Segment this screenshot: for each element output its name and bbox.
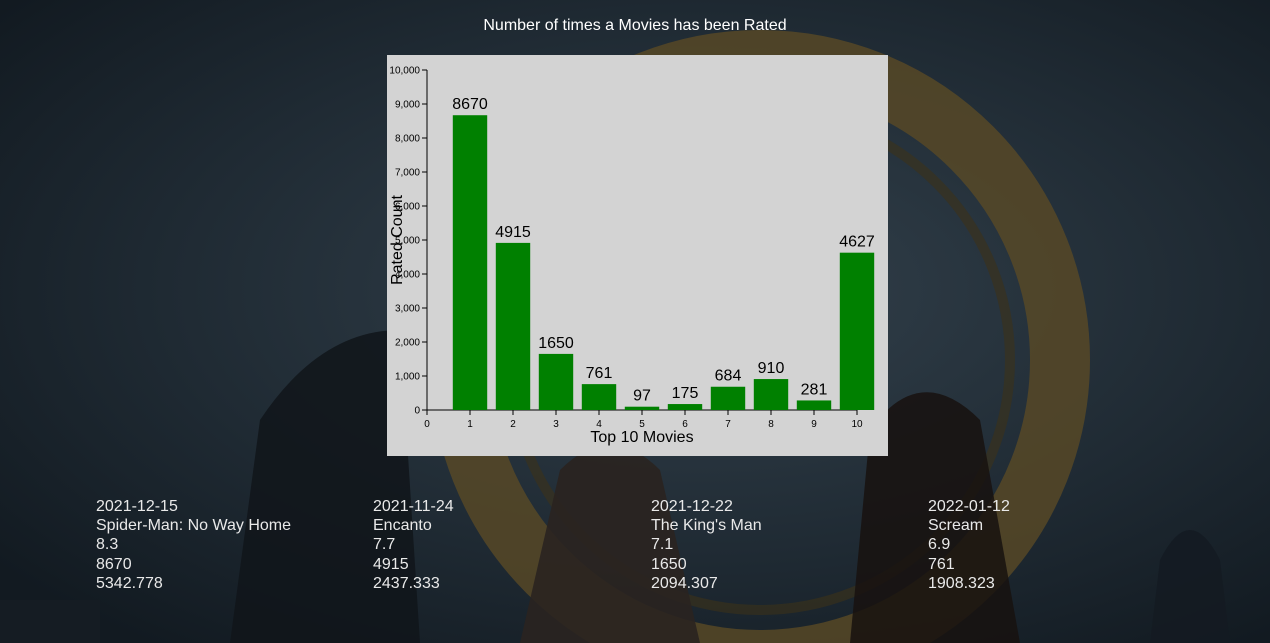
bar-1	[452, 115, 488, 410]
data-label-1: 8670	[452, 96, 488, 113]
data-label-5: 97	[633, 388, 651, 405]
y-tick-label: 5,000	[395, 236, 420, 247]
vote-average: 7.7	[373, 536, 396, 554]
data-label-4: 761	[586, 365, 613, 382]
x-tick-label: 7	[725, 419, 731, 430]
popularity: 2437.333	[373, 574, 440, 592]
data-label-2: 4915	[495, 224, 531, 241]
bar-8	[753, 379, 789, 410]
vote-count: 4915	[373, 555, 409, 573]
bar-chart: 0 1,000 2,000 3,000 4,000 5,000 6,000 7,000 8,00…	[387, 55, 888, 456]
movie-card-3: 2021-12-22 The King's Man 7.1 1650 2094.…	[651, 497, 891, 593]
y-tick-label: 9,000	[395, 100, 420, 111]
page-title: Number of times a Movies has been Rated	[483, 17, 787, 34]
bar-5	[624, 406, 660, 410]
y-tick-label: 0	[414, 406, 420, 417]
movie-title: The King's Man	[651, 517, 762, 535]
vote-average: 8.3	[96, 536, 119, 554]
x-tick-label: 9	[811, 419, 817, 430]
y-tick-label: 4,000	[395, 270, 420, 281]
release-date: 2021-11-24	[373, 498, 454, 515]
release-date: 2021-12-22	[651, 498, 733, 515]
movie-title: Encanto	[373, 517, 432, 535]
popularity: 2094.307	[651, 574, 718, 592]
x-tick-label: 0	[424, 419, 430, 430]
y-tick-label: 6,000	[395, 202, 420, 213]
x-tick-label: 2	[510, 419, 516, 430]
vote-average: 6.9	[928, 536, 951, 554]
bar-chart-svg: 0 1,000 2,000 3,000 4,000 5,000 6,000 7,000 8,00…	[389, 66, 875, 447]
data-label-6: 175	[672, 385, 699, 402]
movie-card-2: 2021-11-24 Encanto 7.7 4915 2437.333	[373, 497, 613, 593]
y-tick-label: 8,000	[395, 134, 420, 145]
y-tick-label: 2,000	[395, 338, 420, 349]
y-tick-label: 10,000	[389, 66, 420, 77]
data-label-7: 684	[715, 368, 742, 385]
bar-6	[667, 404, 703, 410]
x-tick-label: 4	[596, 419, 602, 430]
vote-count: 1650	[651, 555, 687, 573]
data-label-3: 1650	[538, 335, 574, 352]
x-tick-label: 8	[768, 419, 774, 430]
bar-9	[796, 400, 832, 410]
vote-count: 761	[928, 555, 955, 573]
popularity: 1908.323	[928, 574, 995, 592]
vote-average: 7.1	[651, 536, 674, 554]
x-tick-label: 6	[682, 419, 688, 430]
x-tick-label: 1	[467, 419, 473, 430]
x-tick-label: 3	[553, 419, 559, 430]
release-date: 2022-01-12	[928, 498, 1010, 515]
data-label-8: 910	[758, 360, 785, 377]
popularity: 5342.778	[96, 574, 163, 592]
data-label-10: 4627	[839, 234, 875, 251]
x-tick-label: 10	[851, 419, 863, 430]
x-tick-label: 5	[639, 419, 645, 430]
y-tick-label: 7,000	[395, 168, 420, 179]
movie-card-1: 2021-12-15 Spider-Man: No Way Home 8.3 8…	[96, 497, 336, 593]
release-date: 2021-12-15	[96, 498, 178, 515]
movie-title: Scream	[928, 517, 984, 535]
y-tick-label: 1,000	[395, 372, 420, 383]
movie-title: Spider-Man: No Way Home	[96, 517, 292, 535]
y-axis-title: Rated Count	[389, 195, 406, 285]
y-tick-label: 3,000	[395, 304, 420, 315]
x-axis-title: Top 10 Movies	[590, 429, 693, 446]
bar-4	[581, 384, 617, 410]
bar-2	[495, 242, 531, 410]
data-label-9: 281	[801, 381, 828, 398]
bar-7	[710, 386, 746, 410]
movie-card-4: 2022-01-12 Scream 6.9 761 1908.323	[928, 497, 1168, 593]
vote-count: 8670	[96, 555, 132, 573]
bar-10	[839, 252, 875, 410]
bar-3	[538, 353, 574, 410]
